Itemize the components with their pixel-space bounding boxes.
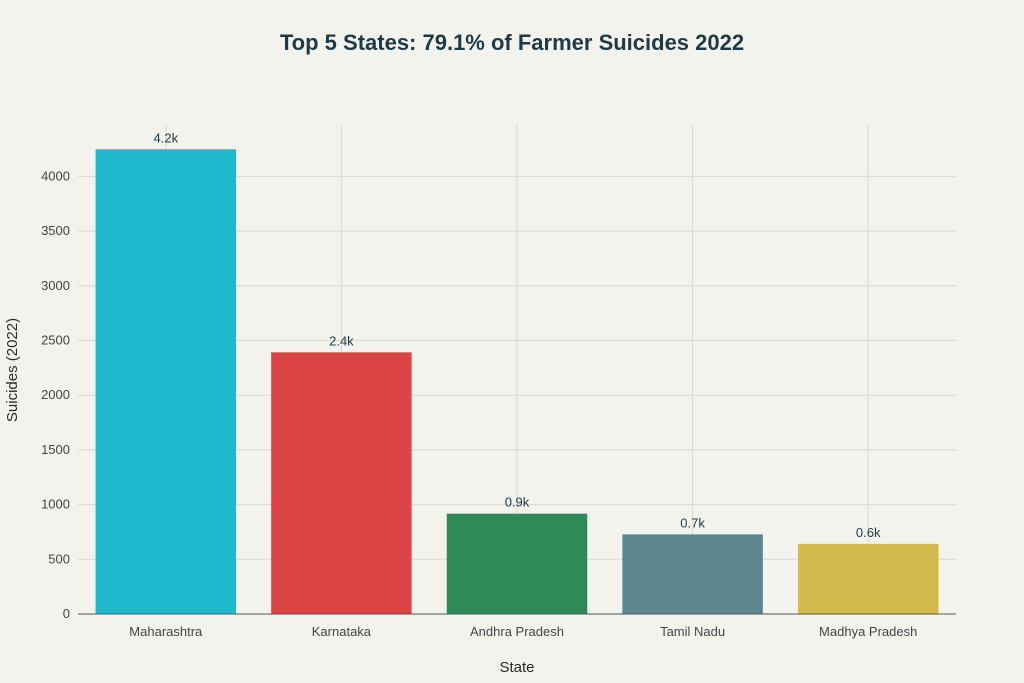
bar bbox=[622, 534, 763, 614]
bar-value-label: 4.2k bbox=[154, 130, 179, 145]
y-tick-label: 1000 bbox=[41, 497, 70, 512]
bars bbox=[95, 149, 939, 615]
y-tick-label: 1500 bbox=[41, 442, 70, 457]
chart-title: Top 5 States: 79.1% of Farmer Suicides 2… bbox=[280, 30, 744, 55]
y-tick-label: 3000 bbox=[41, 278, 70, 293]
bar bbox=[271, 352, 412, 614]
x-tick-label: Madhya Pradesh bbox=[819, 624, 917, 639]
x-tick-label: Andhra Pradesh bbox=[470, 624, 564, 639]
bar-value-label: 0.7k bbox=[680, 515, 705, 530]
x-tick-label: Karnataka bbox=[312, 624, 372, 639]
y-tick-label: 500 bbox=[48, 551, 70, 566]
y-tick-label: 4000 bbox=[41, 168, 70, 183]
data-labels: 4.2k 2.4k 0.9k 0.7k 0.6k bbox=[154, 130, 881, 540]
bar bbox=[797, 543, 939, 614]
y-axis-title: Suicides (2022) bbox=[4, 318, 21, 422]
bar-value-label: 2.4k bbox=[329, 333, 354, 348]
x-tick-label: Tamil Nadu bbox=[660, 624, 725, 639]
bar bbox=[446, 513, 588, 614]
y-tick-label: 0 bbox=[63, 606, 70, 621]
y-tick-label: 2500 bbox=[41, 333, 70, 348]
bar bbox=[95, 149, 237, 615]
x-tick-label: Maharashtra bbox=[129, 624, 203, 639]
bar-value-label: 0.6k bbox=[856, 525, 881, 540]
y-axis-ticks: 0 500 1000 1500 2000 2500 3000 3500 4000 bbox=[41, 168, 70, 621]
x-axis-title: State bbox=[499, 659, 534, 676]
y-tick-label: 3500 bbox=[41, 223, 70, 238]
y-tick-label: 2000 bbox=[41, 387, 70, 402]
x-axis-ticks: Maharashtra Karnataka Andhra Pradesh Tamil … bbox=[129, 624, 917, 639]
bar-value-label: 0.9k bbox=[505, 495, 530, 510]
